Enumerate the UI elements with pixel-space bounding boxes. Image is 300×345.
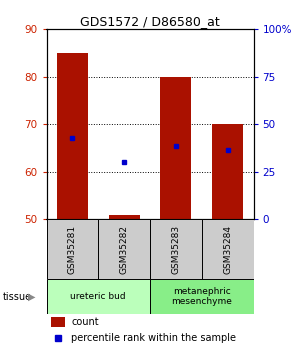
Bar bbox=[150, 219, 202, 279]
Bar bbox=[109, 215, 140, 219]
Bar bbox=[98, 219, 150, 279]
Bar bbox=[46, 219, 98, 279]
Bar bbox=[51, 317, 65, 327]
Bar bbox=[57, 53, 88, 219]
Text: GSM35282: GSM35282 bbox=[120, 225, 129, 274]
Text: metanephric
mesenchyme: metanephric mesenchyme bbox=[171, 287, 232, 306]
Text: GSM35284: GSM35284 bbox=[223, 225, 232, 274]
Title: GDS1572 / D86580_at: GDS1572 / D86580_at bbox=[80, 15, 220, 28]
Bar bbox=[150, 279, 254, 314]
Bar bbox=[160, 77, 191, 219]
Text: GSM35283: GSM35283 bbox=[171, 225, 180, 274]
Text: percentile rank within the sample: percentile rank within the sample bbox=[71, 333, 236, 343]
Bar bbox=[202, 219, 254, 279]
Text: ▶: ▶ bbox=[28, 292, 35, 302]
Text: tissue: tissue bbox=[3, 292, 32, 302]
Bar bbox=[46, 279, 150, 314]
Text: count: count bbox=[71, 317, 99, 327]
Text: ureteric bud: ureteric bud bbox=[70, 292, 126, 301]
Text: GSM35281: GSM35281 bbox=[68, 225, 77, 274]
Bar bbox=[212, 124, 243, 219]
